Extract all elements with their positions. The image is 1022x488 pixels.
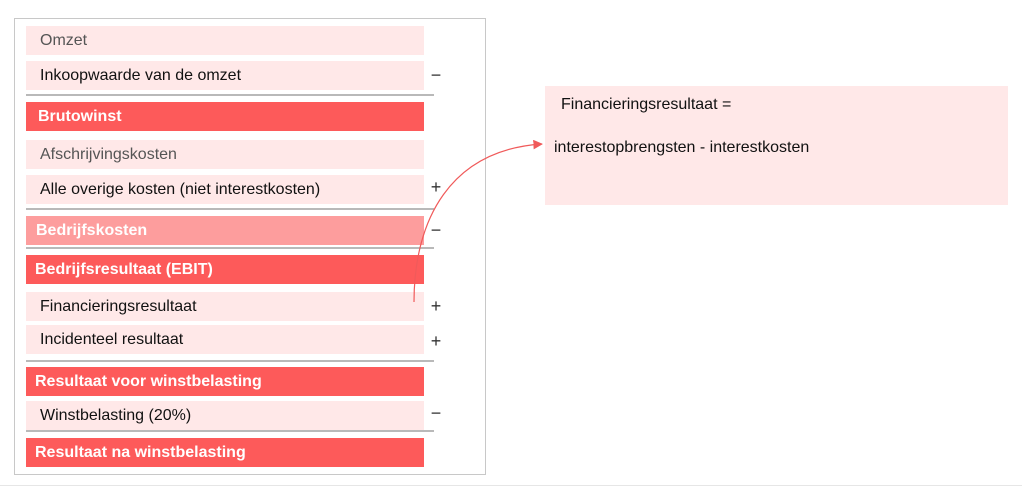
minus-operator: −: [430, 65, 442, 85]
row-afschrijvingskosten: Afschrijvingskosten: [26, 140, 424, 169]
minus-operator: −: [430, 403, 442, 423]
plus-operator: +: [430, 296, 442, 316]
row-label: Afschrijvingskosten: [40, 145, 177, 163]
row-financieringsresultaat: Financieringsresultaat: [26, 292, 424, 321]
row-resultaat-na-winstbelasting: Resultaat na winstbelasting: [26, 438, 424, 467]
row-label: Brutowinst: [38, 107, 122, 125]
plus-operator: +: [430, 331, 442, 351]
row-brutowinst: Brutowinst: [26, 102, 424, 131]
row-resultaat-voor-winstbelasting: Resultaat voor winstbelasting: [26, 367, 424, 396]
row-overige-kosten: Alle overige kosten (niet interestkosten…: [26, 175, 424, 204]
row-bedrijfskosten: Bedrijfskosten: [26, 216, 424, 245]
row-label: Bedrijfsresultaat (EBIT): [35, 260, 213, 278]
row-label: Financieringsresultaat: [40, 297, 197, 315]
row-inkoopwaarde: Inkoopwaarde van de omzet: [26, 61, 424, 90]
separator-line: [26, 247, 434, 249]
bottom-divider: [0, 485, 1022, 486]
row-label: Bedrijfskosten: [36, 221, 148, 239]
formula-note: Financieringsresultaat = interestopbreng…: [545, 86, 1008, 205]
row-winstbelasting: Winstbelasting (20%): [26, 401, 424, 430]
row-label: Incidenteel resultaat: [40, 330, 184, 348]
row-label: Resultaat voor winstbelasting: [35, 372, 262, 390]
separator-line: [26, 94, 434, 96]
row-label: Winstbelasting (20%): [40, 406, 192, 424]
row-incidenteel-resultaat: Incidenteel resultaat: [26, 325, 424, 354]
row-label: Inkoopwaarde van de omzet: [40, 66, 242, 84]
row-label: Omzet: [40, 31, 88, 49]
formula-expression: interestopbrengsten - interestkosten: [554, 139, 810, 156]
row-bedrijfsresultaat: Bedrijfsresultaat (EBIT): [26, 255, 424, 284]
row-label: Resultaat na winstbelasting: [35, 443, 246, 461]
separator-line: [26, 430, 434, 432]
separator-line: [26, 208, 434, 210]
formula-title: Financieringsresultaat =: [561, 96, 732, 113]
plus-operator: +: [430, 177, 442, 197]
row-omzet: Omzet: [26, 26, 424, 55]
separator-line: [26, 360, 434, 362]
minus-operator: −: [430, 220, 442, 240]
row-label: Alle overige kosten (niet interestkosten…: [40, 180, 321, 198]
